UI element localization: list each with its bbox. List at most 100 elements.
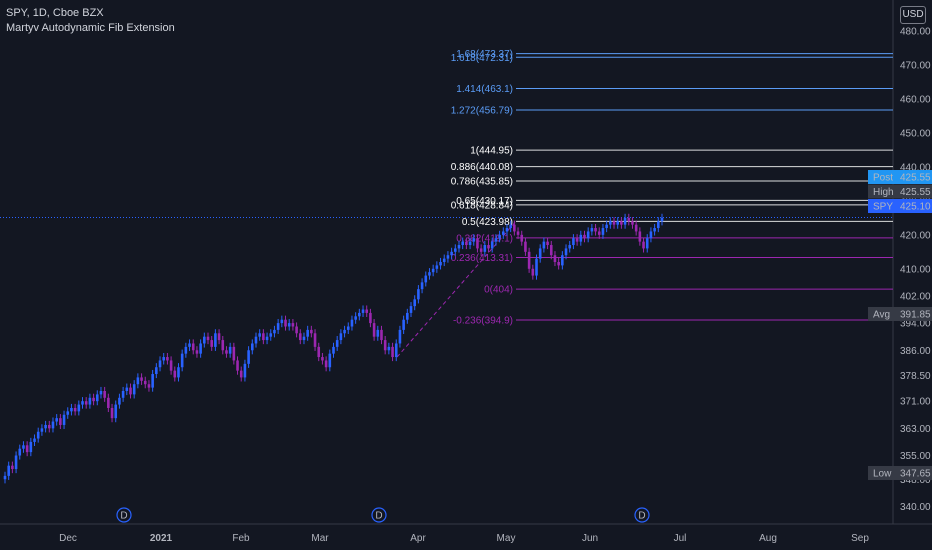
price-tag-avg-value-box [897,307,932,321]
candle-body [107,397,110,408]
price-tag-low-name: Low [873,469,892,480]
currency-badge[interactable]: USD [900,6,926,24]
candle-body [317,346,321,358]
price-tag-high-label-box [868,184,900,199]
candle-body [642,241,645,249]
price-tag-high-value: 425.55 [900,187,931,198]
price-tick-label: 355.00 [900,451,931,462]
candle-body [14,455,18,470]
candle-body [380,329,383,341]
candle-body [442,258,446,262]
candle-body [269,333,273,337]
price-tick-label: 340.00 [900,502,931,513]
candle-body [446,255,450,259]
candle-body [597,231,601,235]
candle-body [25,445,29,453]
candle-body [509,224,512,229]
fib-level-label: 1(444.95) [470,146,513,157]
candle-body [140,377,143,381]
candle-body [214,333,217,347]
candle-body [125,387,129,391]
candle-body [40,428,44,432]
candle-body [538,248,542,259]
fib-level-label: 0.5(423.98) [462,217,513,228]
time-tick-label: May [497,533,516,544]
price-tick-label: 470.00 [900,61,931,72]
candle-body [465,241,468,246]
candle-body [394,343,398,358]
candle-body [84,401,88,405]
candle-body [225,350,228,354]
candle-body [590,228,594,232]
candle-body [605,224,608,229]
candle-body [7,465,10,476]
candle-body [542,241,546,249]
fib-level-label: -0.236(394.9) [453,316,513,327]
candle-body [564,248,568,256]
candle-body [195,350,199,354]
dividend-marker-icon[interactable] [634,507,650,523]
dividend-marker-icon[interactable] [371,507,387,523]
price-tag-spy-name: SPY [873,202,893,213]
fib-level-label: 1.272(456.79) [451,105,513,116]
candle-body [103,391,106,398]
candle-body [420,282,424,290]
candle-body [280,319,284,324]
candle-body [638,231,642,242]
time-tick-label: Jul [674,533,687,544]
candle-body [402,319,405,330]
candle-body [184,346,188,354]
candle-body [313,333,317,347]
candle-body [476,238,479,249]
candle-body [350,319,354,327]
price-tag-post-value: 425.55 [900,173,931,184]
candle-body [114,404,118,419]
price-tag-spy-label-box [868,199,900,213]
candle-body [81,401,84,405]
candle-body [99,391,103,395]
dividend-marker-icon[interactable] [116,507,132,523]
indicator-line[interactable]: Martyv Autodynamic Fib Extension [6,22,175,34]
candle-body [472,238,476,242]
candle-body [524,241,527,252]
candle-body [435,265,439,269]
time-tick-label: Mar [311,533,329,544]
candle-body [243,363,247,378]
chart-legend: SPY, 1D, Cboe BZX Martyv Autodynamic Fib… [6,6,175,36]
candle-body [346,326,350,330]
candle-body [22,445,25,449]
candle-body [177,367,180,378]
candle-body [383,340,387,351]
symbol-line[interactable]: SPY, 1D, Cboe BZX [6,7,104,19]
candle-body [623,217,627,225]
candle-body [358,312,361,317]
candle-body [616,221,620,225]
candle-body [365,309,369,313]
candle-body [660,217,664,222]
candle-body [649,231,653,239]
price-tick-label: 378.50 [900,371,931,382]
candle-body [136,377,140,385]
price-tag-post-value-box [897,170,932,184]
candle-body [546,241,549,246]
candle-body [33,438,36,442]
candle-body [335,340,339,347]
candle-body [51,421,55,429]
candle-body [634,224,638,232]
candle-body [55,418,58,422]
price-tick-label: 480.00 [900,27,931,38]
price-tag-spy-value-box [897,199,932,213]
candle-body [620,221,623,225]
candle-body [206,336,210,341]
candle-body [250,343,254,351]
candle-body [431,268,435,273]
candle-body [239,370,243,378]
candle-body [291,323,295,327]
candle-body [298,333,302,341]
price-tag-low-label-box [868,466,900,480]
candle-body [88,397,92,405]
candle-body [594,228,597,232]
candle-body [409,306,413,313]
